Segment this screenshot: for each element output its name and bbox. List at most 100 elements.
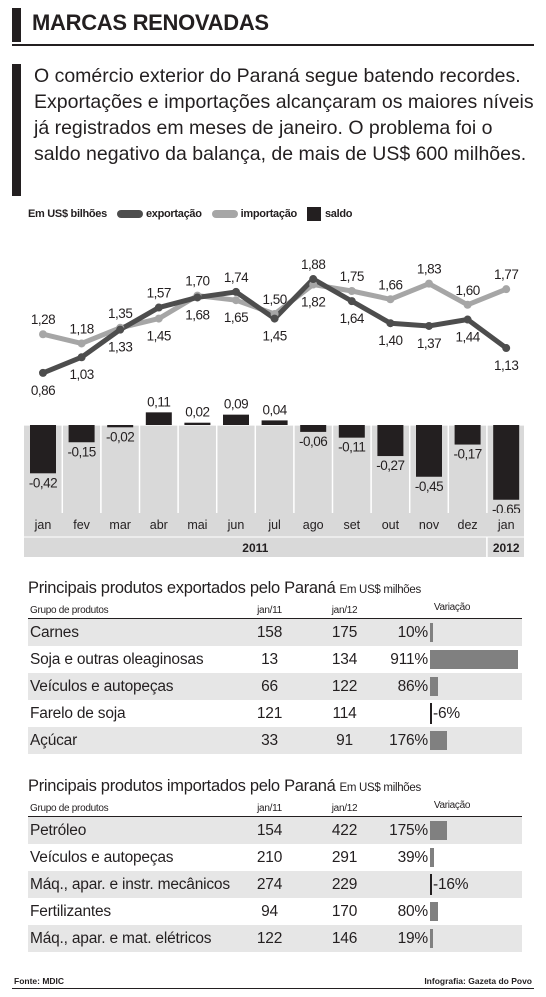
variation-bar — [430, 677, 439, 696]
exportacao-point — [463, 315, 472, 324]
variation-cell: 80% — [382, 898, 522, 925]
importacao-label: 1,75 — [340, 269, 364, 284]
imports-table: Grupo de produtos jan/11 jan/12 Variação… — [28, 800, 522, 952]
saldo-bar — [107, 425, 134, 428]
title-accent-bar — [12, 8, 21, 42]
importacao-label: 1,50 — [262, 292, 286, 307]
exportacao-label: 1,64 — [340, 311, 365, 326]
saldo-bar — [454, 425, 481, 445]
saldo-bar — [68, 425, 95, 443]
saldo-label: 0,04 — [262, 402, 287, 417]
table-row: Veículos e autopeças 66 122 86% — [28, 673, 522, 700]
value-jan11: 13 — [261, 650, 278, 668]
year-label-2011: 2011 — [242, 541, 268, 555]
saldo-label: -0,45 — [415, 479, 443, 494]
variation-bar — [430, 929, 433, 948]
saldo-label: 0,09 — [224, 397, 248, 412]
exportacao-point — [386, 319, 395, 328]
page-title: MARCAS RENOVADAS — [32, 10, 269, 35]
variation-bar — [430, 623, 433, 642]
variation-value: 176% — [389, 732, 428, 749]
variation-value: 911% — [390, 651, 428, 668]
product-name: Fertilizantes — [30, 902, 111, 920]
exportacao-label: 1,40 — [378, 333, 402, 348]
saldo-bar — [338, 425, 365, 438]
saldo-label: -0,17 — [453, 447, 481, 462]
saldo-label: -0,15 — [67, 444, 95, 459]
value-jan12: 422 — [331, 821, 358, 839]
month-tick-label: fev — [73, 518, 90, 532]
variation-cell: 86% — [382, 673, 522, 700]
lead-text: O comércio exterior do Paraná segue bate… — [34, 65, 534, 165]
exportacao-point — [116, 325, 125, 334]
importacao-point — [463, 300, 472, 309]
saldo-bar — [223, 414, 249, 425]
exportacao-label: 1,68 — [185, 307, 209, 322]
product-name: Veículos e autopeças — [30, 848, 174, 866]
saldo-label: -0,02 — [106, 429, 134, 444]
value-jan11: 154 — [256, 821, 283, 839]
header-jan12: jan/12 — [331, 605, 358, 616]
importacao-label: 1,83 — [417, 262, 441, 277]
value-jan11: 274 — [256, 875, 283, 893]
legend-exportacao-swatch — [116, 210, 143, 218]
exportacao-label: 1,03 — [69, 367, 93, 382]
exportacao-label: 1,57 — [147, 286, 171, 301]
product-name: Soja e outras oleaginosas — [30, 650, 204, 668]
saldo-label: -0,42 — [29, 475, 57, 490]
variation-value: 86% — [397, 678, 429, 695]
saldo-label: 0,02 — [185, 405, 209, 420]
saldo-label: -0,11 — [338, 440, 365, 455]
saldo-bar — [30, 425, 56, 474]
exportacao-point — [232, 287, 240, 296]
importacao-point — [154, 314, 163, 323]
variation-bar — [430, 650, 518, 669]
importacao-label: 1,65 — [224, 310, 248, 325]
exportacao-point — [309, 275, 318, 284]
legend-exportacao-label: exportação — [145, 208, 202, 220]
value-jan12: 291 — [331, 848, 358, 866]
legend-exportacao: exportação — [116, 208, 202, 220]
variation-bar — [430, 902, 438, 921]
saldo-label: -0,06 — [299, 434, 327, 449]
header-jan11: jan/11 — [257, 605, 282, 616]
importacao-point — [77, 339, 86, 348]
variation-cell: -6% — [382, 700, 522, 727]
month-axis-band — [24, 513, 524, 537]
month-tick-label: jul — [267, 518, 281, 532]
table-row: Veículos e autopeças 210 291 39% — [28, 844, 522, 871]
legend-importacao: importação — [211, 208, 297, 220]
variation-cell: -16% — [382, 871, 522, 898]
variation-value: 10% — [397, 624, 429, 641]
footer-divider — [12, 988, 534, 989]
year-axis-band — [24, 537, 524, 557]
legend-saldo-label: saldo — [324, 208, 353, 220]
exports-unit: Em US$ milhões — [339, 584, 422, 596]
exportacao-point — [77, 353, 86, 362]
header-variacao: Variação — [433, 800, 471, 811]
imports-title-text: Principais produtos importados pelo Para… — [28, 777, 336, 795]
lead-accent-bar — [12, 64, 21, 196]
value-jan11: 158 — [256, 623, 283, 641]
product-name: Açúcar — [30, 731, 78, 749]
variation-value: -16% — [433, 876, 469, 893]
product-name: Farelo de soja — [30, 704, 126, 722]
month-tick-label: out — [382, 518, 400, 532]
imports-table-title: Principais produtos importados pelo Para… — [28, 777, 421, 796]
table-row: Petróleo 154 422 175% — [28, 817, 522, 844]
table-row: Soja e outras oleaginosas 13 134 911% — [28, 646, 522, 673]
month-tick-label: dez — [458, 518, 478, 532]
table-row: Fertilizantes 94 170 80% — [28, 898, 522, 925]
saldo-bar — [493, 425, 520, 500]
importacao-point — [386, 295, 395, 304]
year-label-2012: 2012 — [493, 541, 520, 555]
importacao-point — [39, 330, 47, 339]
value-jan11: 121 — [256, 704, 283, 722]
variation-bar — [430, 821, 447, 840]
value-jan12: 175 — [331, 623, 358, 641]
table-row: Açúcar 33 91 176% — [28, 727, 522, 754]
importacao-point — [502, 285, 511, 294]
month-tick-label: abr — [150, 518, 168, 532]
month-tick-label: jan — [34, 518, 52, 532]
variation-cell: 19% — [382, 925, 522, 952]
